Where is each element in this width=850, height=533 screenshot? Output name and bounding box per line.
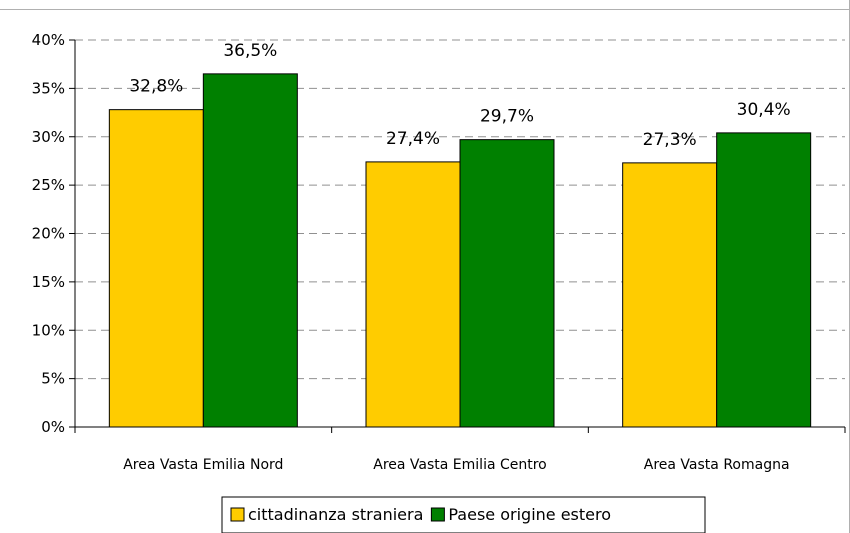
y-tick-label: 20% xyxy=(32,225,65,243)
y-tick-label: 5% xyxy=(41,370,65,388)
legend-swatch xyxy=(230,507,245,522)
legend-label: cittadinanza straniera xyxy=(248,505,423,524)
legend: cittadinanza straniera Paese origine este… xyxy=(221,496,706,533)
y-tick-label: 30% xyxy=(32,128,65,146)
y-tick-label: 35% xyxy=(32,79,65,97)
category-label: Area Vasta Emilia Nord xyxy=(123,457,283,473)
category-labels: Area Vasta Emilia Nord Area Vasta Emilia … xyxy=(123,457,789,473)
bar-1-0 xyxy=(202,73,298,428)
legend-label: Paese origine estero xyxy=(448,505,611,524)
bar-1-1 xyxy=(459,139,555,428)
y-tick-label: 15% xyxy=(32,273,65,291)
y-tick-labels: 0% 5% 10% 15% 20% 25% 30% 35% 40% xyxy=(32,31,65,436)
y-tick-label: 10% xyxy=(32,321,65,339)
category-label: Area Vasta Romagna xyxy=(644,457,790,473)
y-tick-label: 40% xyxy=(32,31,65,49)
y-tick-label: 0% xyxy=(41,418,65,436)
data-label: 30,4% xyxy=(737,100,791,120)
legend-swatch xyxy=(430,507,445,522)
bar-0-2 xyxy=(622,162,718,428)
bar-0-1 xyxy=(365,161,461,428)
bar-0-0 xyxy=(108,109,204,428)
y-tick-label: 25% xyxy=(32,176,65,194)
data-label: 32,8% xyxy=(129,77,183,97)
legend-box xyxy=(221,496,706,533)
data-label: 27,4% xyxy=(386,129,440,149)
data-labels: 32,8% 36,5% 27,4% 29,7% 27,3% 30,4% xyxy=(129,41,790,150)
axes xyxy=(69,39,846,433)
data-label: 36,5% xyxy=(223,41,277,61)
data-label: 27,3% xyxy=(643,130,697,150)
bar-1-2 xyxy=(716,132,812,428)
data-label: 29,7% xyxy=(480,107,534,127)
category-label: Area Vasta Emilia Centro xyxy=(373,457,547,473)
bars xyxy=(108,73,812,428)
